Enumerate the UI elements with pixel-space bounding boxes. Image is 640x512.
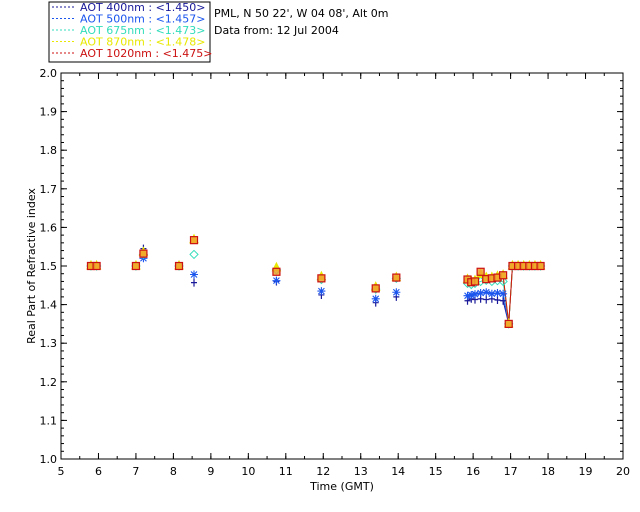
data-point xyxy=(371,294,380,303)
data-point xyxy=(494,295,501,304)
data-date: Data from: 12 Jul 2004 xyxy=(214,24,339,37)
x-tick-label: 11 xyxy=(279,465,293,478)
data-point xyxy=(504,319,513,328)
data-point xyxy=(371,284,380,293)
legend-entry: AOT 1020nm : <1.475> xyxy=(80,47,213,60)
data-point xyxy=(189,236,199,245)
data-point xyxy=(487,289,496,298)
x-tick-label: 16 xyxy=(466,465,480,478)
data-point xyxy=(476,267,485,276)
data-point xyxy=(131,261,141,271)
x-tick-label: 5 xyxy=(58,465,65,478)
legend-entry: AOT 675nm : <1.473> xyxy=(80,24,206,37)
data-point xyxy=(500,296,507,305)
data-point xyxy=(471,290,480,299)
legend-box xyxy=(48,1,211,63)
data-point xyxy=(272,276,281,285)
data-point xyxy=(191,278,198,287)
x-tick-label: 17 xyxy=(504,465,518,478)
y-axis-label: Real Part of Refractive index xyxy=(25,188,38,344)
data-point xyxy=(536,261,545,271)
y-tick-label: 1.7 xyxy=(40,183,58,196)
y-axis-ticks: 1.0 1.1 1.2 1.3 1.4 1.5 1.6 1.7 1.8 1.9 2.0 xyxy=(40,67,623,466)
x-tick-label: 12 xyxy=(316,465,330,478)
data-point xyxy=(483,295,490,304)
data-point xyxy=(499,289,508,298)
data-point xyxy=(317,287,326,296)
y-tick-label: 1.2 xyxy=(40,376,58,389)
y-tick-label: 1.0 xyxy=(40,453,58,466)
data-point xyxy=(482,288,491,297)
x-tick-label: 10 xyxy=(241,465,255,478)
data-point xyxy=(174,261,184,271)
y-tick-label: 1.8 xyxy=(40,144,58,157)
y-tick-label: 1.3 xyxy=(40,337,58,350)
data-point xyxy=(463,291,472,300)
site-location: PML, N 50 22', W 04 08', Alt 0m xyxy=(214,7,388,20)
y-tick-label: 2.0 xyxy=(40,67,58,80)
data-point xyxy=(493,289,502,298)
y-tick-label: 1.4 xyxy=(40,299,58,312)
x-tick-label: 7 xyxy=(132,465,139,478)
y-tick-label: 1.6 xyxy=(40,221,58,234)
x-tick-label: 8 xyxy=(170,465,177,478)
data-point xyxy=(92,261,101,271)
data-point xyxy=(499,271,508,280)
x-tick-label: 18 xyxy=(541,465,555,478)
y-tick-label: 1.1 xyxy=(40,414,58,427)
x-tick-label: 19 xyxy=(579,465,593,478)
y-tick-label: 1.9 xyxy=(40,106,58,119)
y-tick-label: 1.5 xyxy=(40,260,58,273)
legend: AOT 400nm : <1.450>AOT 500nm : <1.457>AO… xyxy=(48,1,213,63)
x-tick-label: 13 xyxy=(354,465,368,478)
data-point xyxy=(467,290,476,299)
data-point xyxy=(272,267,281,276)
legend-entry: AOT 500nm : <1.457> xyxy=(80,13,206,26)
x-axis-label: Time (GMT) xyxy=(309,480,374,493)
data-point xyxy=(189,249,199,260)
data-point xyxy=(190,270,199,279)
data-point xyxy=(392,273,401,282)
x-tick-label: 9 xyxy=(207,465,214,478)
x-tick-label: 15 xyxy=(429,465,443,478)
x-tick-label: 14 xyxy=(391,465,405,478)
data-point xyxy=(470,277,480,286)
data-point xyxy=(317,274,326,283)
data-point xyxy=(476,289,485,298)
x-tick-label: 6 xyxy=(95,465,102,478)
x-axis-ticks: 5 6 7 8 9 10 11 12 13 14 15 16 17 18 19 20 xyxy=(58,73,630,478)
data-point xyxy=(392,288,401,297)
legend-entry: AOT 400nm : <1.450> xyxy=(80,1,206,14)
data-point xyxy=(139,249,148,258)
x-tick-label: 20 xyxy=(616,465,630,478)
legend-entry: AOT 870nm : <1.478> xyxy=(80,36,206,49)
series-markers xyxy=(86,233,546,329)
